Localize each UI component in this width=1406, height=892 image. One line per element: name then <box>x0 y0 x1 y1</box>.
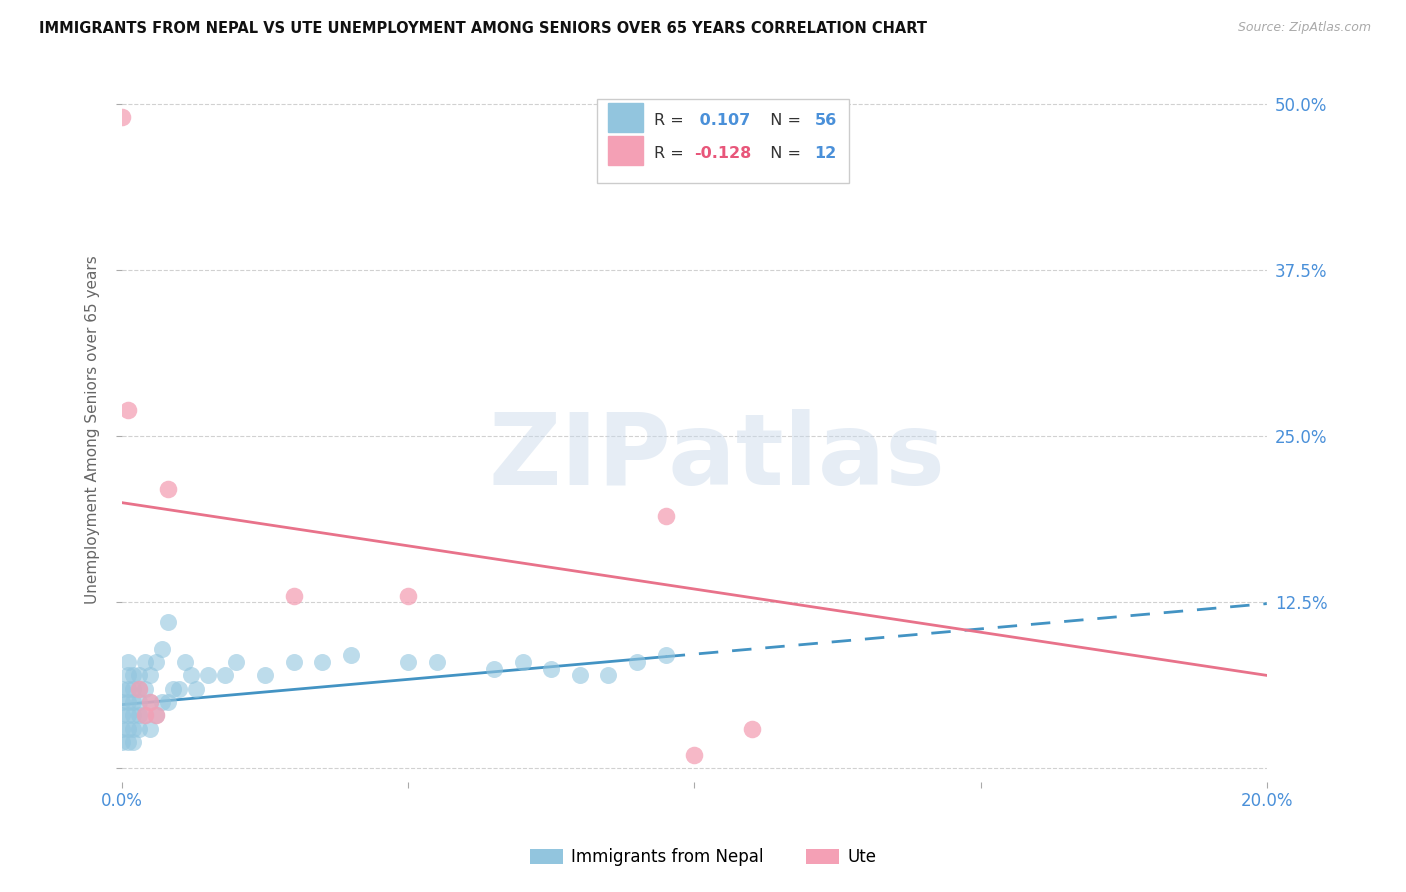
Text: Source: ZipAtlas.com: Source: ZipAtlas.com <box>1237 21 1371 34</box>
Text: R =: R = <box>654 146 689 161</box>
Point <box>134 681 156 696</box>
Point <box>117 668 139 682</box>
Point <box>111 695 134 709</box>
Point <box>167 681 190 696</box>
Point <box>512 655 534 669</box>
Point <box>139 695 162 709</box>
Text: 12: 12 <box>814 146 837 161</box>
Text: R =: R = <box>654 112 689 128</box>
Point <box>150 695 173 709</box>
Point <box>540 662 562 676</box>
Point <box>122 695 145 709</box>
Point <box>156 695 179 709</box>
Point <box>111 681 134 696</box>
Point <box>128 681 150 696</box>
Point <box>145 655 167 669</box>
Point <box>654 648 676 663</box>
Point <box>197 668 219 682</box>
Text: ZIPatlas: ZIPatlas <box>489 409 946 507</box>
Text: 56: 56 <box>814 112 837 128</box>
Point <box>117 402 139 417</box>
FancyBboxPatch shape <box>598 99 849 183</box>
Point <box>741 722 763 736</box>
Y-axis label: Unemployment Among Seniors over 65 years: Unemployment Among Seniors over 65 years <box>86 255 100 604</box>
Point <box>128 722 150 736</box>
Point <box>117 735 139 749</box>
Point <box>117 695 139 709</box>
Point <box>122 722 145 736</box>
Point <box>134 708 156 723</box>
Point <box>162 681 184 696</box>
Point <box>283 655 305 669</box>
Point <box>626 655 648 669</box>
Point <box>145 708 167 723</box>
Point <box>426 655 449 669</box>
Point <box>117 722 139 736</box>
Point <box>396 589 419 603</box>
Text: IMMIGRANTS FROM NEPAL VS UTE UNEMPLOYMENT AMONG SENIORS OVER 65 YEARS CORRELATIO: IMMIGRANTS FROM NEPAL VS UTE UNEMPLOYMEN… <box>39 21 928 36</box>
Text: -0.128: -0.128 <box>695 146 752 161</box>
Point <box>156 615 179 630</box>
Point <box>214 668 236 682</box>
Point <box>340 648 363 663</box>
Point <box>225 655 247 669</box>
Point <box>156 483 179 497</box>
Point <box>139 695 162 709</box>
Point <box>117 655 139 669</box>
Point <box>180 668 202 682</box>
Point <box>134 708 156 723</box>
Point <box>654 508 676 523</box>
Point <box>683 748 706 763</box>
Point <box>117 708 139 723</box>
Point <box>253 668 276 682</box>
Point <box>598 668 620 682</box>
Point <box>139 722 162 736</box>
Point <box>122 668 145 682</box>
Point <box>128 681 150 696</box>
Point <box>128 695 150 709</box>
Point <box>311 655 333 669</box>
Point <box>150 641 173 656</box>
Bar <box>609 103 643 132</box>
Text: 0.107: 0.107 <box>695 112 751 128</box>
Point <box>568 668 591 682</box>
Text: N =: N = <box>759 146 806 161</box>
Point <box>117 681 139 696</box>
Point <box>128 668 150 682</box>
Point <box>111 722 134 736</box>
Point <box>134 655 156 669</box>
Point <box>482 662 505 676</box>
Point <box>145 708 167 723</box>
Point <box>122 681 145 696</box>
Point <box>111 111 134 125</box>
Point <box>128 708 150 723</box>
Point <box>111 735 134 749</box>
Point <box>111 708 134 723</box>
Point <box>122 735 145 749</box>
Bar <box>609 136 643 166</box>
Point <box>173 655 195 669</box>
Point <box>186 681 208 696</box>
Point <box>139 668 162 682</box>
Text: N =: N = <box>759 112 806 128</box>
Point <box>396 655 419 669</box>
Point <box>283 589 305 603</box>
Legend: Immigrants from Nepal, Ute: Immigrants from Nepal, Ute <box>523 842 883 873</box>
Point <box>122 708 145 723</box>
